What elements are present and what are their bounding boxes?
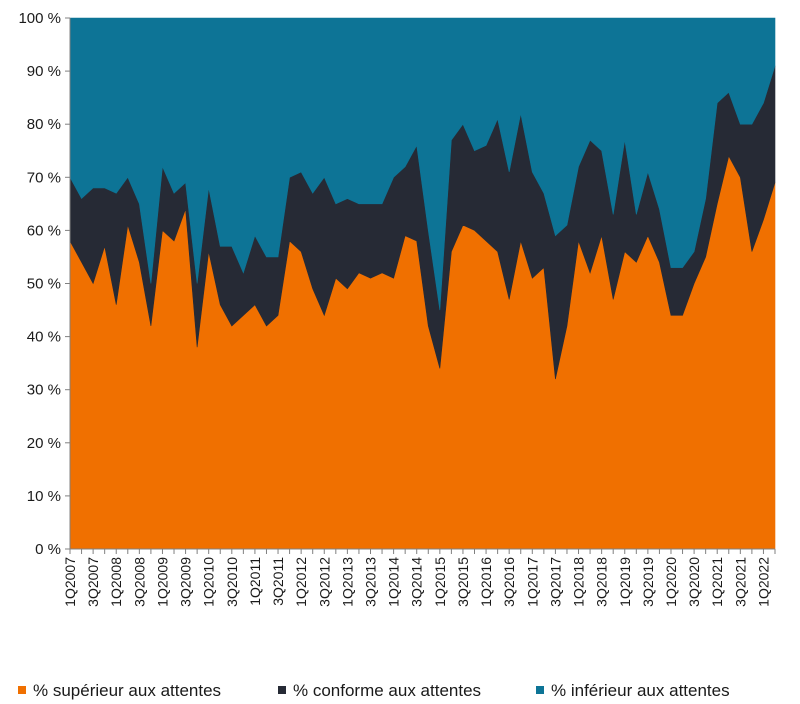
legend-swatch	[18, 686, 26, 694]
x-tick-label: 3Q2009	[178, 557, 194, 607]
x-tick-label: 1Q2009	[154, 557, 170, 607]
y-tick-label: 0 %	[35, 541, 61, 558]
x-tick-label: 1Q2011	[247, 557, 263, 606]
y-tick-label: 50 %	[27, 276, 61, 293]
x-tick-label: 3Q2013	[362, 557, 378, 607]
legend-label: % conforme aux attentes	[293, 681, 481, 700]
x-tick-label: 1Q2018	[571, 557, 587, 607]
y-tick-label: 20 %	[27, 435, 61, 452]
x-tick-label: 3Q2014	[409, 557, 425, 607]
y-tick-label: 70 %	[27, 169, 61, 186]
x-tick-label: 3Q2017	[547, 557, 563, 607]
legend-label: % inférieur aux attentes	[551, 681, 730, 700]
x-tick-label: 1Q2013	[339, 557, 355, 607]
y-tick-label: 30 %	[27, 382, 61, 399]
y-tick-label: 100 %	[18, 10, 61, 27]
area-series-3	[69, 17, 776, 311]
x-tick-label: 1Q2015	[432, 557, 448, 607]
x-tick-label: 1Q2017	[524, 557, 540, 607]
x-tick-label: 1Q2012	[293, 557, 309, 607]
x-tick-label: 3Q2019	[640, 557, 656, 607]
x-tick-label: 3Q2010	[224, 557, 240, 607]
x-tick-label: 3Q2008	[131, 557, 147, 607]
x-tick-label: 1Q2016	[478, 557, 494, 607]
x-tick-label: 3Q2020	[686, 557, 702, 607]
chart-areas	[69, 17, 776, 550]
x-tick-label: 1Q2022	[755, 557, 771, 607]
x-tick-label: 1Q2019	[617, 557, 633, 607]
x-tick-label: 3Q2007	[85, 557, 101, 607]
legend-swatch	[278, 686, 286, 694]
x-tick-label: 3Q2011	[270, 557, 286, 606]
y-tick-label: 60 %	[27, 222, 61, 239]
x-tick-label: 3Q2021	[732, 557, 748, 607]
y-axis-ticks: 0 % 10 % 20 % 30 % 40 % 50 % 60 % 70 % 80 % 90 % 1…	[18, 10, 70, 558]
x-tick-label: 1Q2010	[201, 557, 217, 607]
x-tick-label: 3Q2016	[501, 557, 517, 607]
x-tick-label: 3Q2015	[455, 557, 471, 607]
x-tick-label: 3Q2012	[316, 557, 332, 607]
x-tick-label: 1Q2007	[62, 557, 78, 607]
x-tick-label: 1Q2014	[386, 557, 402, 607]
legend-label: % supérieur aux attentes	[33, 681, 221, 700]
y-tick-label: 80 %	[27, 116, 61, 133]
x-tick-label: 3Q2018	[594, 557, 610, 607]
y-tick-label: 10 %	[27, 488, 61, 505]
x-tick-label: 1Q2008	[108, 557, 124, 607]
x-tick-label: 1Q2021	[709, 557, 725, 607]
x-tick-label: 1Q2020	[663, 557, 679, 607]
y-tick-label: 40 %	[27, 329, 61, 346]
legend-swatch	[536, 686, 544, 694]
y-tick-label: 90 %	[27, 63, 61, 80]
legend: % supérieur aux attentes % conforme aux a…	[18, 681, 730, 700]
x-axis-ticks: 1Q2007 3Q2007 1Q2008 3Q2008 1Q2009 3Q2009 1Q20…	[62, 549, 776, 607]
